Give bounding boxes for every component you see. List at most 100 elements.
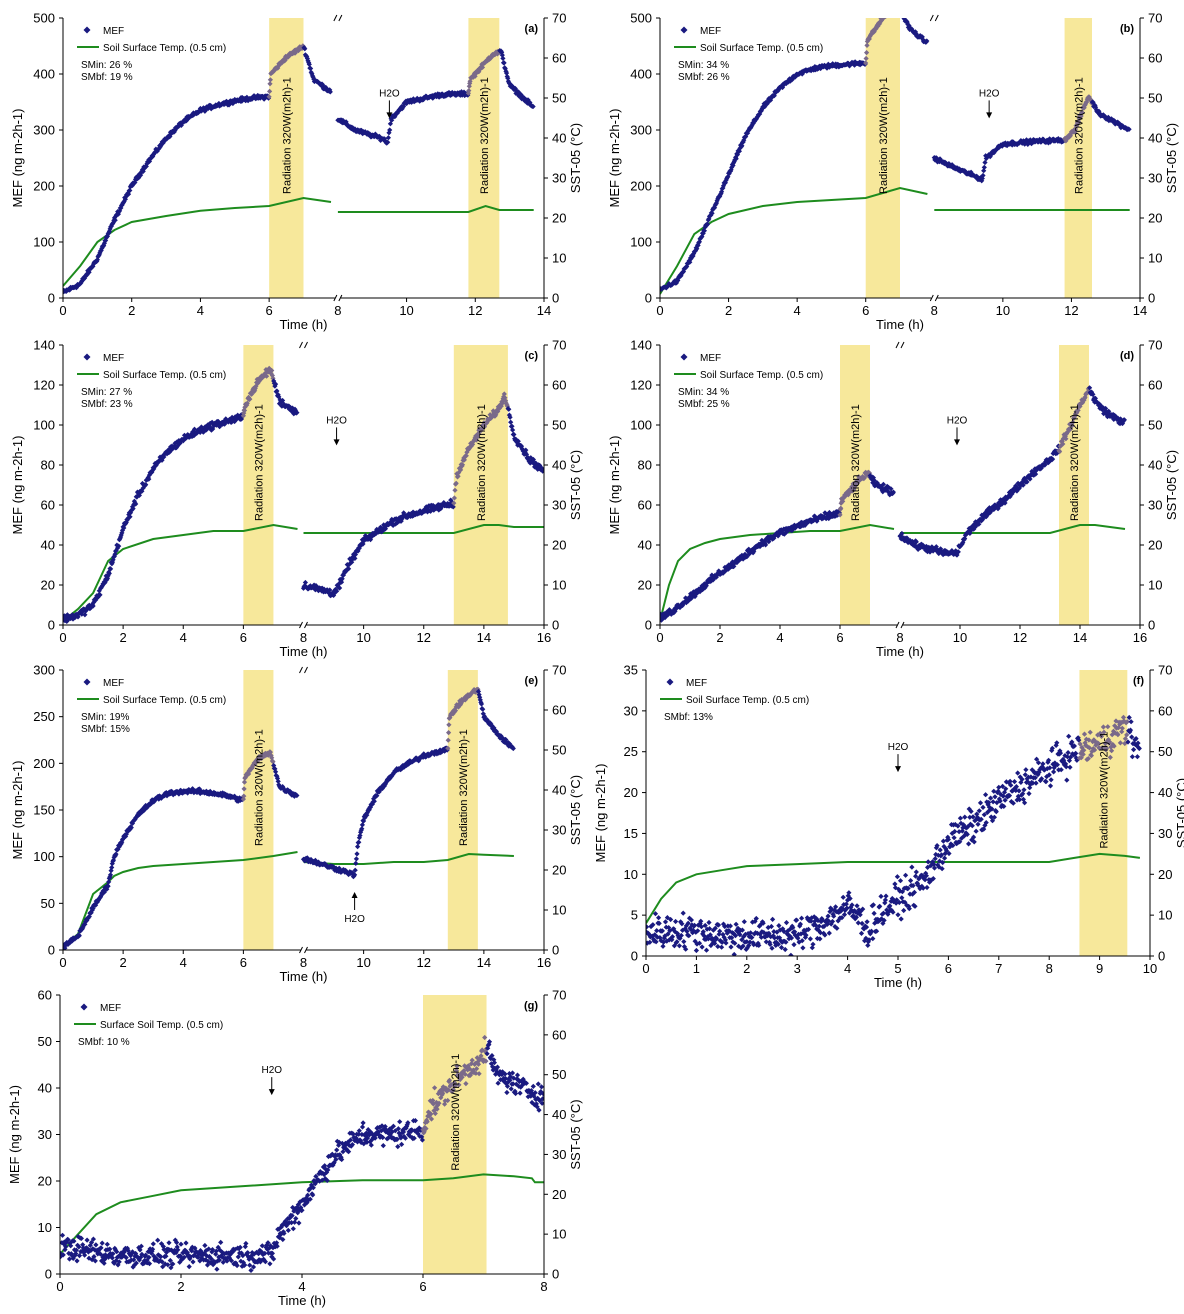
mef-point bbox=[144, 805, 150, 811]
mef-point bbox=[803, 521, 809, 527]
mef-point bbox=[85, 1249, 91, 1255]
mef-point bbox=[127, 826, 133, 832]
x-tick-label: 4 bbox=[776, 630, 783, 645]
mef-point bbox=[247, 396, 253, 402]
mef-point bbox=[940, 552, 946, 558]
mef-point bbox=[523, 451, 530, 457]
mef-point bbox=[735, 925, 741, 931]
mef-point bbox=[863, 55, 869, 62]
mef-point bbox=[1088, 753, 1094, 759]
mef-point bbox=[737, 932, 743, 938]
mef-point bbox=[728, 167, 734, 173]
y2-tick-label: 60 bbox=[1148, 51, 1162, 66]
y2-tick-label: 60 bbox=[552, 378, 566, 393]
mef-point bbox=[323, 84, 329, 91]
mef-point bbox=[902, 899, 908, 905]
y2-tick-label: 20 bbox=[552, 538, 566, 553]
mef-point bbox=[719, 944, 725, 950]
mef-point bbox=[63, 616, 69, 622]
mef-point bbox=[302, 46, 308, 52]
mef-point bbox=[106, 570, 112, 577]
mef-points bbox=[660, 385, 1127, 623]
mef-point bbox=[491, 725, 497, 731]
mef-point bbox=[467, 78, 473, 84]
mef-point bbox=[336, 581, 342, 587]
legend-label: MEF bbox=[103, 26, 124, 37]
mef-point bbox=[1060, 441, 1066, 447]
x-tick-label: 4 bbox=[197, 303, 204, 318]
mef-point bbox=[822, 932, 828, 938]
mef-point bbox=[875, 918, 882, 924]
axis-break-mark bbox=[299, 341, 303, 349]
mef-point bbox=[884, 18, 886, 19]
mef-point bbox=[1106, 408, 1112, 414]
mef-point bbox=[423, 508, 429, 514]
mef-point bbox=[908, 878, 914, 884]
mef-point bbox=[286, 53, 292, 59]
x-axis-title: Time (h) bbox=[280, 969, 328, 984]
mef-point bbox=[824, 917, 830, 923]
mef-point bbox=[890, 909, 896, 915]
x-tick-label: 5 bbox=[894, 961, 901, 976]
mef-point bbox=[1033, 471, 1039, 477]
axis-break-gap bbox=[897, 341, 903, 349]
mef-point bbox=[966, 841, 972, 847]
mef-point bbox=[366, 807, 372, 813]
mef-point bbox=[717, 928, 723, 934]
soil-moisture-note: SMin: 19% bbox=[81, 712, 129, 723]
mef-point bbox=[337, 866, 343, 873]
mef-points bbox=[63, 43, 536, 295]
mef-point bbox=[863, 924, 870, 930]
mef-point bbox=[273, 769, 279, 775]
mef-point bbox=[721, 934, 727, 940]
mef-point bbox=[952, 821, 958, 828]
mef-point bbox=[849, 484, 855, 490]
mef-point bbox=[682, 926, 688, 932]
mef-point bbox=[1103, 745, 1110, 751]
y-tick-label: 25 bbox=[624, 744, 638, 759]
mef-point bbox=[232, 414, 238, 420]
mef-point bbox=[1124, 719, 1130, 725]
mef-point bbox=[356, 835, 362, 841]
y-tick-label: 500 bbox=[33, 11, 55, 26]
mef-point bbox=[746, 551, 752, 557]
y-tick-label: 300 bbox=[33, 123, 55, 138]
x-tick-label: 6 bbox=[266, 303, 273, 318]
mef-point bbox=[71, 1238, 77, 1244]
mef-point bbox=[943, 848, 950, 854]
mef-points bbox=[646, 714, 1142, 956]
mef-point bbox=[877, 903, 883, 909]
mef-point bbox=[66, 1256, 73, 1262]
mef-point bbox=[1057, 449, 1063, 455]
mef-point bbox=[451, 495, 457, 501]
mef-point bbox=[503, 398, 509, 404]
mef-point bbox=[1026, 791, 1032, 797]
mef-point bbox=[857, 912, 863, 918]
mef-point bbox=[478, 701, 485, 707]
x-tick-label: 0 bbox=[656, 630, 663, 645]
axis-break-mark bbox=[333, 14, 338, 22]
mef-point bbox=[931, 861, 937, 867]
temperature-line bbox=[660, 186, 928, 295]
mef-point bbox=[1110, 728, 1117, 734]
mef-point bbox=[91, 1254, 97, 1260]
mef-point bbox=[459, 462, 466, 468]
mef-point bbox=[267, 81, 273, 87]
mef-point bbox=[880, 489, 886, 495]
y2-tick-label: 60 bbox=[552, 703, 566, 718]
mef-point bbox=[778, 944, 785, 951]
mef-point bbox=[978, 816, 984, 822]
mef-point bbox=[892, 2, 897, 7]
mef-point bbox=[1027, 785, 1033, 791]
mef-point bbox=[676, 943, 682, 949]
x-tick-label: 2 bbox=[743, 961, 750, 976]
mef-point bbox=[491, 410, 497, 416]
mef-point bbox=[652, 911, 659, 917]
mef-point bbox=[699, 944, 705, 950]
mef-point bbox=[80, 1242, 86, 1248]
y2-tick-label: 40 bbox=[552, 458, 566, 473]
y2-tick-label: 60 bbox=[552, 51, 566, 66]
y-tick-label: 400 bbox=[33, 67, 55, 82]
mef-point bbox=[946, 850, 952, 857]
water-label: H2O bbox=[344, 914, 365, 925]
